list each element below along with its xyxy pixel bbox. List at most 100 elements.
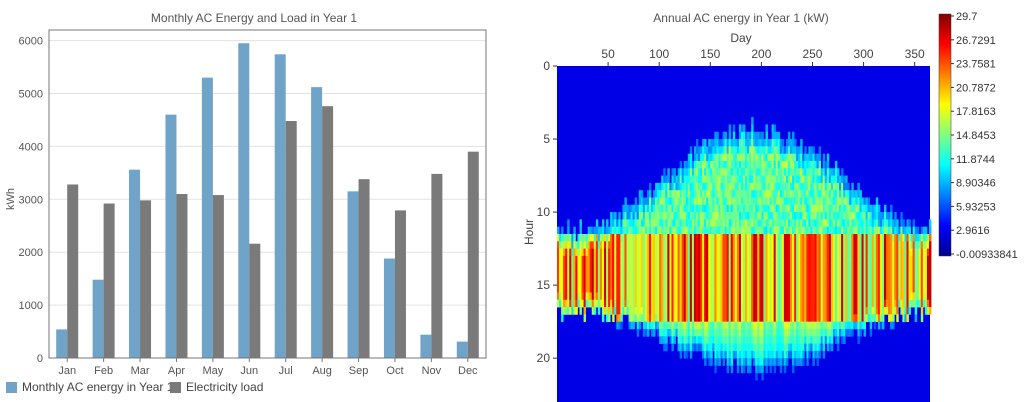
heatmap-cell [593, 285, 597, 293]
heatmap-cell [890, 299, 893, 308]
heatmap-cell [689, 328, 693, 337]
heatmap-cell [898, 234, 901, 242]
heatmap-cell [769, 277, 773, 286]
heatmap-cell [898, 255, 901, 264]
heatmap-cell [693, 285, 697, 293]
legend-item-electricity-load: Electricity load [170, 380, 263, 394]
heatmap-cell [779, 321, 783, 330]
heatmap-cell [653, 270, 656, 279]
heatmap-cell [763, 277, 766, 286]
heatmap-cell [759, 314, 762, 323]
heatmap-cell [679, 160, 683, 169]
heatmap-cell [775, 277, 779, 286]
heatmap-cell [569, 277, 572, 286]
heatmap-cell [847, 197, 850, 206]
heatmap-cell [646, 234, 650, 242]
heatmap-cell [910, 241, 914, 250]
heatmap-cell [789, 321, 793, 330]
heatmap-cell [757, 314, 760, 323]
heatmap-cell [681, 307, 685, 315]
heatmap-cell [646, 277, 650, 286]
heatmap-cell [888, 234, 891, 242]
heatmap-cell [704, 343, 707, 352]
bar-y-tick-label: 2000 [19, 247, 43, 259]
heatmap-cell [808, 285, 811, 293]
heatmap-cell [738, 226, 742, 235]
heatmap-cell [863, 277, 867, 286]
heatmap-cell [906, 307, 909, 315]
heatmap-cell [691, 175, 695, 184]
heatmap-cell [796, 263, 799, 271]
heatmap-cell [642, 241, 646, 250]
heatmap-cell [661, 270, 664, 279]
heatmap-cell [608, 226, 611, 235]
heatmap-cell [669, 182, 672, 191]
heatmap-cell [693, 263, 697, 271]
heatmap-cell [745, 255, 748, 264]
heatmap-cell [822, 175, 826, 184]
heatmap-cell [765, 226, 768, 235]
heatmap-cell [879, 241, 883, 250]
heatmap-cell [573, 226, 576, 235]
heatmap-cell [742, 343, 746, 352]
heatmap-cell [714, 270, 717, 279]
heatmap-cell [769, 146, 773, 155]
heatmap-cell [695, 190, 699, 198]
heatmap-cell [640, 285, 644, 293]
heatmap-cell [653, 255, 656, 264]
heatmap-cell [669, 321, 672, 330]
heatmap-cell [804, 241, 807, 250]
heatmap-cell [830, 219, 834, 228]
heatmap-cell [859, 212, 862, 220]
heatmap-cell [693, 336, 697, 344]
heatmap-cell [859, 234, 862, 242]
heatmap-cell [732, 241, 736, 250]
heatmap-cell [798, 204, 801, 213]
heatmap-cell [604, 226, 607, 235]
heatmap-cell [812, 263, 815, 271]
heatmap-cell [767, 234, 770, 242]
heatmap-cell [673, 336, 676, 344]
heatmap-cell [612, 234, 615, 242]
heatmap-cell [918, 270, 922, 279]
heatmap-cell [608, 292, 611, 301]
heatmap-cell [834, 263, 838, 271]
heatmap-cell [822, 255, 826, 264]
heatmap-cell [920, 307, 924, 315]
heatmap-cell [569, 263, 572, 271]
heatmap-cell [832, 241, 836, 250]
heatmap-cell [857, 336, 860, 344]
heatmap-cell [747, 365, 750, 374]
heatmap-cell [869, 292, 873, 301]
heatmap-cell [687, 190, 691, 198]
heatmap-cell [855, 219, 858, 228]
heatmap-cell [736, 212, 740, 220]
heatmap-cell [724, 212, 728, 220]
heatmap-cell [792, 307, 795, 315]
heatmap-cell [679, 299, 683, 308]
heatmap-cell [577, 234, 580, 242]
heatmap-cell [834, 212, 838, 220]
heatmap-cell [771, 328, 775, 337]
heatmap-cell [622, 241, 625, 250]
heatmap-cell [749, 146, 752, 155]
heatmap-cell [622, 234, 625, 242]
heatmap-cell [745, 197, 748, 206]
heatmap-cell [855, 299, 858, 308]
heatmap-cell [873, 234, 877, 242]
heatmap-cell [792, 153, 795, 162]
heatmap-cell [687, 197, 691, 206]
heatmap-cell [855, 285, 858, 293]
heatmap-cell [724, 248, 728, 257]
heatmap-cell [738, 358, 742, 366]
heatmap-cell [593, 241, 597, 250]
heatmap-cell [695, 139, 699, 147]
heatmap-cell [624, 197, 627, 206]
heatmap-cell [685, 197, 689, 206]
heatmap-cell [628, 277, 631, 286]
heatmap-cell [644, 248, 648, 257]
heatmap-cell [855, 204, 858, 213]
heatmap-cell [730, 321, 734, 330]
heatmap-cell [732, 182, 736, 191]
heatmap-cell [728, 139, 732, 147]
